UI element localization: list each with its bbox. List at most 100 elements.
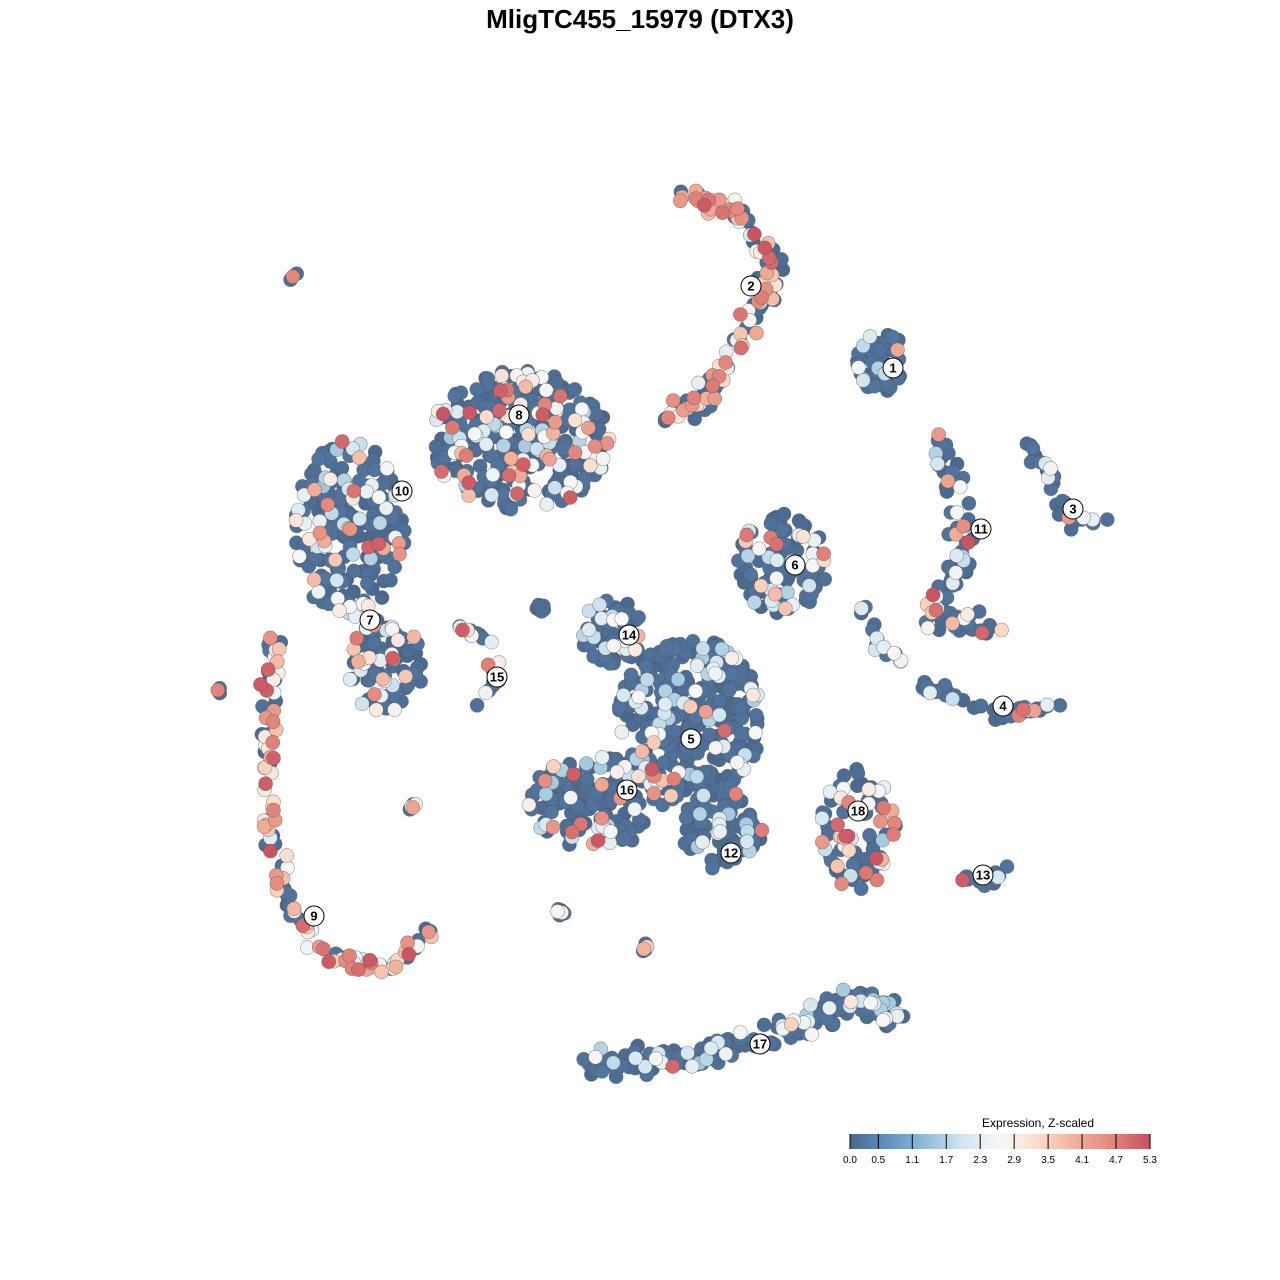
data-point: [383, 572, 398, 588]
data-point: [974, 625, 990, 641]
data-point: [485, 467, 501, 483]
data-point: [627, 801, 642, 817]
data-point: [263, 843, 278, 859]
cluster-label: 2: [740, 275, 762, 297]
data-point: [526, 483, 542, 498]
legend-tick-label: 4.7: [1109, 1155, 1123, 1166]
data-point: [538, 786, 554, 802]
data-point: [461, 475, 477, 491]
svg-text:7: 7: [366, 613, 373, 628]
data-point: [498, 424, 514, 440]
data-point: [368, 702, 384, 718]
data-point: [594, 1064, 610, 1079]
data-point: [350, 654, 366, 669]
data-point: [1025, 440, 1041, 456]
data-point: [478, 436, 494, 452]
data-point: [683, 699, 698, 715]
data-point: [930, 456, 945, 472]
cluster-label: 10: [391, 480, 413, 502]
data-point: [886, 827, 901, 842]
data-point: [747, 226, 762, 242]
data-point: [657, 696, 673, 712]
data-point: [367, 462, 382, 478]
data-point: [311, 584, 326, 600]
svg-text:6: 6: [791, 558, 798, 573]
data-point: [599, 436, 615, 451]
cluster-label: 1: [882, 357, 904, 379]
data-point: [708, 740, 723, 756]
data-point: [616, 687, 631, 703]
data-point: [1043, 461, 1058, 476]
legend-tick-label: 1.1: [905, 1155, 919, 1166]
data-point: [266, 750, 281, 766]
data-point: [666, 771, 682, 787]
data-point: [945, 616, 960, 631]
data-point: [253, 677, 268, 692]
data-point: [577, 470, 593, 486]
data-point: [544, 804, 559, 820]
data-point: [366, 635, 381, 651]
data-point: [636, 941, 652, 957]
data-point: [678, 810, 694, 826]
data-point: [546, 759, 561, 774]
data-point: [312, 525, 328, 541]
points-layer: [210, 183, 1115, 1084]
data-point: [733, 307, 748, 322]
data-point: [269, 875, 285, 891]
legend-tick-label: 0.0: [843, 1155, 857, 1166]
data-point: [547, 480, 563, 496]
data-point: [712, 824, 728, 839]
data-point: [320, 497, 335, 512]
data-point: [631, 769, 646, 784]
data-point: [748, 725, 763, 741]
data-point: [886, 645, 902, 661]
data-point: [256, 819, 272, 834]
data-point: [638, 659, 654, 674]
svg-text:18: 18: [851, 804, 865, 819]
data-point: [680, 1045, 695, 1061]
legend-title: Expression, Z-scaled: [982, 1116, 1094, 1130]
data-point: [665, 393, 681, 408]
data-point: [722, 682, 737, 697]
data-point: [1100, 512, 1115, 527]
data-point: [691, 375, 706, 391]
data-point: [940, 473, 956, 489]
data-point: [639, 672, 655, 687]
data-point: [748, 707, 764, 723]
data-point: [579, 771, 595, 787]
svg-text:15: 15: [490, 670, 504, 685]
data-point: [695, 834, 710, 850]
legend-tick-label: 1.7: [939, 1155, 953, 1166]
data-point: [858, 865, 874, 881]
data-point: [279, 848, 295, 863]
cluster-label: 5: [680, 728, 702, 750]
data-point: [816, 546, 831, 562]
data-point: [590, 833, 606, 848]
data-point: [405, 800, 421, 815]
data-point: [371, 536, 387, 552]
data-point: [447, 388, 463, 404]
data-point: [730, 201, 745, 216]
data-point: [567, 412, 583, 428]
svg-text:12: 12: [724, 846, 738, 861]
data-point: [851, 360, 866, 375]
data-point: [311, 451, 326, 467]
data-point: [352, 511, 368, 527]
data-point: [695, 641, 711, 656]
data-point: [421, 924, 436, 940]
data-point: [521, 427, 536, 442]
cluster-label: 17: [749, 1033, 771, 1055]
data-point: [562, 490, 578, 505]
data-point: [351, 962, 366, 977]
data-point: [327, 552, 343, 568]
data-point: [718, 1046, 734, 1062]
data-point: [614, 611, 630, 627]
data-point: [594, 611, 609, 626]
data-point: [631, 689, 647, 705]
data-point: [938, 437, 954, 453]
cluster-label: 11: [970, 518, 992, 540]
legend-tick-label: 0.5: [871, 1155, 885, 1166]
svg-text:4: 4: [999, 699, 1007, 714]
data-point: [672, 193, 688, 209]
data-point: [830, 858, 845, 874]
